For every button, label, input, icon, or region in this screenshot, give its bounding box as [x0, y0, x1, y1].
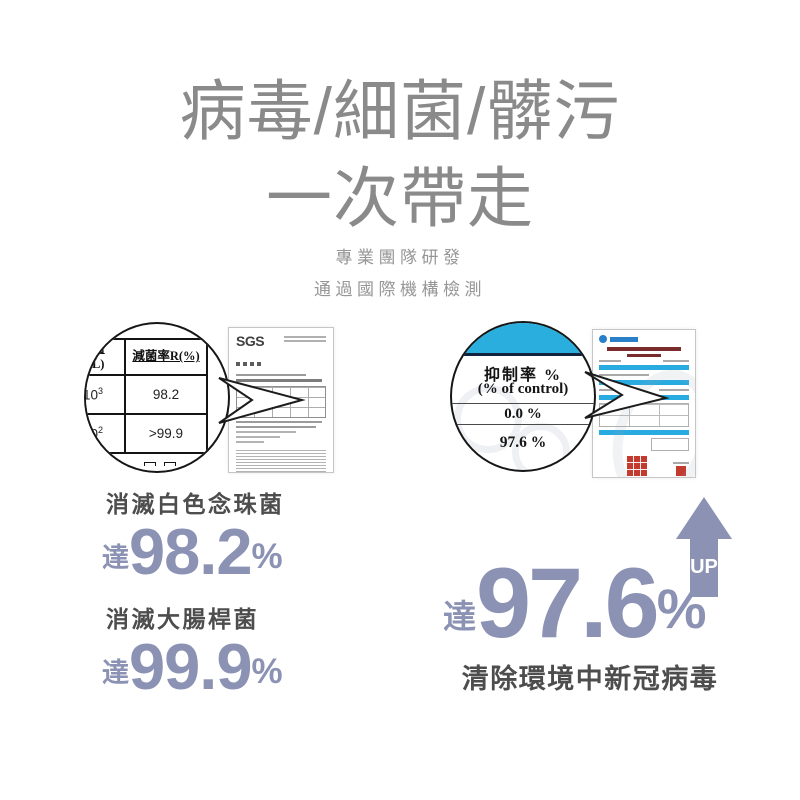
- stat-unit: %: [251, 536, 283, 576]
- watermark: [512, 423, 570, 470]
- red-seal-stamp: [627, 456, 647, 476]
- title-line-1: 病毒/細菌/髒污: [179, 74, 621, 148]
- control-value: 0.0 %: [504, 406, 542, 422]
- magnified-table-blue-band: [452, 323, 594, 356]
- reduction-rate-cell: >99.9: [124, 413, 206, 452]
- left-doc-report-title-marks: [236, 353, 326, 371]
- stat-number: 98.2: [129, 515, 253, 588]
- left-doc-text-line: [236, 436, 280, 438]
- left-doc-header: SGS: [236, 334, 326, 348]
- right-doc-section-band: [599, 430, 689, 435]
- red-seal-stamp-small: [676, 466, 686, 476]
- left-doc-text-line: [236, 441, 264, 443]
- title-line-2: 一次帶走: [266, 161, 534, 236]
- left-magnifier-circle: 菌 mL) 減菌率R(%) 103 98.2 102 >99.9: [84, 322, 230, 473]
- stat-prefix: 達: [443, 598, 476, 636]
- right-doc-title-line: [607, 347, 681, 351]
- up-badge-text: UP: [690, 556, 718, 578]
- stat-covid-value: 達 97.6%: [443, 547, 706, 658]
- dose-cell: 102: [86, 413, 124, 452]
- stat-label-candida: 消滅白色念珠菌: [106, 491, 285, 517]
- stat-label-ecoli: 消滅大腸桿菌: [106, 606, 259, 632]
- left-doc-text-line: [236, 374, 306, 376]
- dose-cell: 103: [86, 374, 124, 413]
- left-doc-text-line: [236, 421, 322, 423]
- inhibition-rate-header: 抑制率 %: [483, 367, 562, 384]
- page-title: 病毒/細菌/髒污 一次帶走: [0, 68, 800, 242]
- left-doc-header-lines: [284, 334, 326, 342]
- right-certificate-document: [592, 329, 696, 478]
- right-doc-result-cell: [651, 438, 689, 451]
- magnified-table-value-header: 減菌率R(%): [124, 340, 206, 374]
- percent-of-control-label: (% of control): [477, 381, 569, 397]
- left-doc-text-line: [236, 426, 316, 428]
- stat-label-covid: 清除環境中新冠病毒: [461, 664, 719, 694]
- stat-candida-value: 達 98.2%: [102, 515, 283, 588]
- subtitle-line-2: 通過國際機構檢測: [314, 280, 486, 300]
- reduction-rate-cell: 98.2: [124, 374, 206, 413]
- sgs-logo: SGS: [236, 333, 265, 349]
- page-subtitle: 專業團隊研發 通過國際機構檢測: [0, 242, 800, 307]
- stat-number: 97.6: [476, 547, 660, 658]
- clipped-text-fragment: [144, 460, 186, 466]
- left-doc-text-line: [236, 431, 296, 433]
- up-arrow-icon: UP: [676, 497, 732, 597]
- lab-logo-icon: [599, 335, 607, 343]
- left-certificate-document: SGS: [228, 327, 334, 473]
- magnified-table-col-header-partial: 菌 mL): [86, 340, 124, 374]
- right-doc-section-band: [599, 365, 689, 370]
- stat-ecoli-value: 達 99.9%: [102, 630, 283, 703]
- result-value: 97.6 %: [499, 434, 547, 451]
- left-doc-text-line: [236, 379, 322, 382]
- magnified-bacteria-table: 菌 mL) 減菌率R(%) 103 98.2 102 >99.9: [86, 338, 208, 454]
- subtitle-line-1: 專業團隊研發: [335, 248, 465, 267]
- right-doc-title-line: [627, 354, 661, 357]
- stat-unit: %: [251, 651, 283, 691]
- stat-prefix: 達: [102, 657, 129, 688]
- left-doc-fine-print: [236, 450, 326, 472]
- right-doc-lab-logo: [599, 335, 689, 343]
- stat-number: 99.9: [129, 630, 253, 703]
- right-magnifier-circle: 抑制率 % (% of control) 0.0 % 97.6 %: [450, 321, 596, 472]
- left-doc-results-table: [236, 386, 326, 418]
- right-doc-meta-lines: [599, 360, 689, 362]
- stat-prefix: 達: [102, 542, 129, 573]
